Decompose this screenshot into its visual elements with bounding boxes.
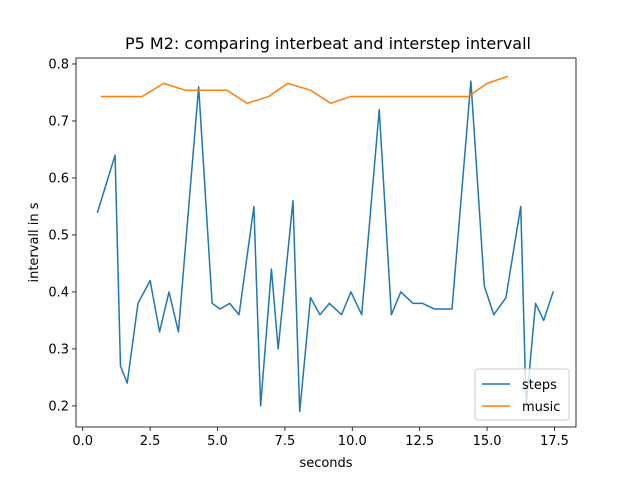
axes-frame: [75, 57, 577, 428]
chart-title: P5 M2: comparing interbeat and interstep…: [125, 34, 531, 53]
legend-box: [474, 368, 570, 421]
y-tick-label: 0.7: [48, 114, 69, 129]
x-tick-label: 10.0: [338, 434, 367, 449]
x-tick-label: 0.0: [72, 434, 93, 449]
x-tick-label: 7.5: [275, 434, 296, 449]
x-tick-label: 12.5: [405, 434, 434, 449]
y-tick-label: 0.2: [48, 399, 69, 414]
y-axis: 0.2 0.3 0.4 0.5 0.6 0.7 0.8: [48, 57, 76, 414]
x-tick-label: 5.0: [207, 434, 228, 449]
legend-label-music: music: [522, 400, 560, 415]
legend: steps music: [474, 368, 570, 421]
y-tick-label: 0.5: [48, 228, 69, 243]
legend-label-steps: steps: [522, 378, 557, 393]
x-tick-label: 17.5: [540, 434, 569, 449]
series-line-steps: [96, 80, 555, 413]
y-tick-label: 0.8: [48, 57, 69, 72]
x-axis-label: seconds: [299, 456, 352, 471]
y-tick-label: 0.3: [48, 342, 69, 357]
y-tick-label: 0.4: [48, 285, 69, 300]
plot-area: [96, 75, 555, 413]
y-axis-label: intervall in s: [27, 202, 42, 282]
y-tick-label: 0.6: [48, 171, 69, 186]
x-tick-label: 15.0: [473, 434, 502, 449]
x-tick-label: 2.5: [140, 434, 161, 449]
x-axis: 0.0 2.5 5.0 7.5 10.0 12.5 15.0 17.5: [72, 427, 569, 449]
